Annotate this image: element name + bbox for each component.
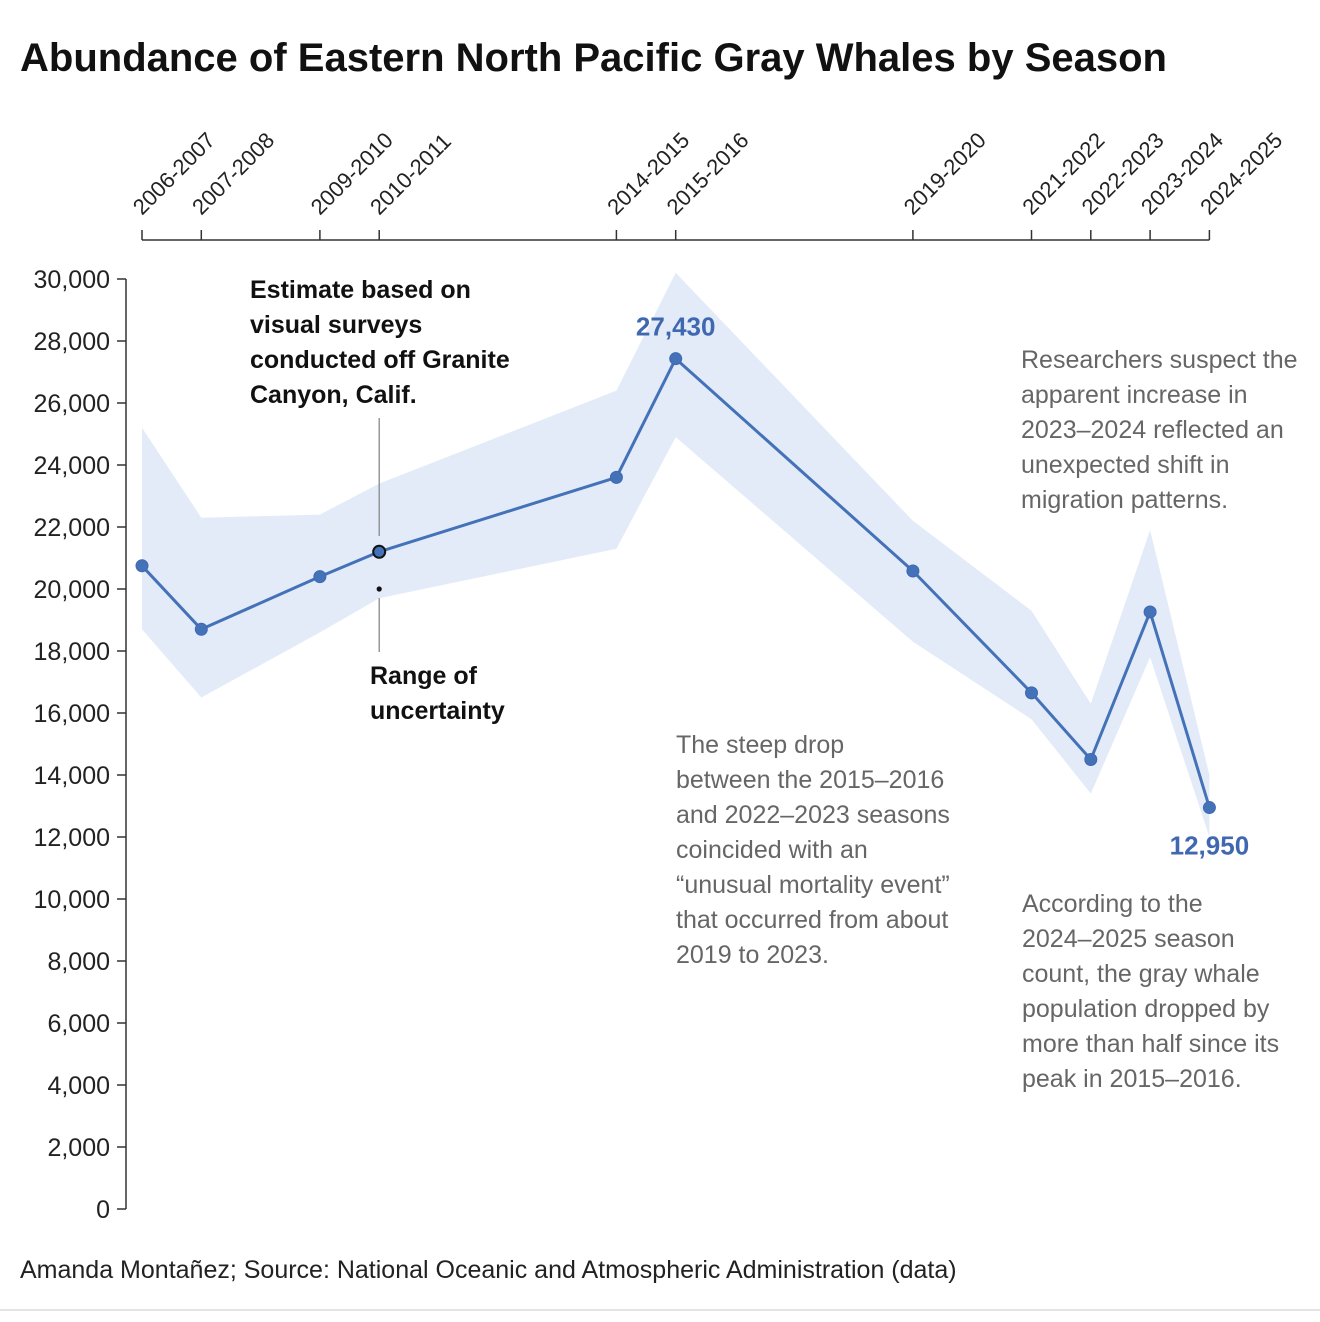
data-labels: 27,430 12,950 [636, 312, 1249, 861]
data-point [669, 352, 683, 366]
y-tick-label: 24,000 [34, 452, 110, 480]
annotation-researchers-suspect: Researchers suspect the apparent increase… [1021, 346, 1298, 514]
y-tick-label: 10,000 [34, 886, 110, 914]
data-point [135, 559, 149, 573]
data-point [1025, 686, 1038, 700]
chart-title: Abundance of Eastern North Pacific Gray … [20, 36, 1167, 80]
y-tick-label: 2,000 [47, 1134, 110, 1162]
y-tick-label: 4,000 [47, 1072, 110, 1100]
y-tick-label: 0 [96, 1196, 110, 1224]
annotation-steep-drop: The steep drop between the 2015–2016 and 2… [676, 731, 950, 969]
y-tick-label: 28,000 [34, 328, 110, 356]
y-tick-label: 16,000 [34, 700, 110, 728]
y-tick-label: 6,000 [47, 1010, 110, 1038]
data-point [1143, 605, 1157, 619]
x-tick-label: 2019-2020 [899, 127, 991, 219]
data-point [1202, 801, 1216, 815]
data-point [194, 622, 208, 636]
data-point [906, 564, 920, 578]
y-tick-label: 26,000 [34, 390, 110, 418]
y-tick-label: 8,000 [47, 948, 110, 976]
series-line-layer [135, 352, 1216, 815]
y-tick-label: 22,000 [34, 514, 110, 542]
uncertainty-band [142, 272, 1210, 837]
y-tick-label: 18,000 [34, 638, 110, 666]
y-tick-label: 14,000 [34, 762, 110, 790]
data-point [609, 470, 623, 484]
uncertainty-band-layer [142, 272, 1210, 837]
annotation-according-to-count: According to the 2024–2025 season count, t… [1022, 890, 1279, 1093]
annotations: Estimate based on visual surveys conducted… [250, 276, 1298, 1093]
source-credit: Amanda Montañez; Source: National Oceani… [20, 1256, 957, 1284]
data-point [313, 570, 327, 584]
y-tick-label: 12,000 [34, 824, 110, 852]
data-point [372, 544, 387, 559]
y-tick-label: 30,000 [34, 266, 110, 294]
annotation-range-of-uncertainty: Range of uncertainty [370, 662, 505, 725]
annotation-estimate: Estimate based on visual surveys conducted… [250, 276, 510, 409]
y-tick-label: 20,000 [34, 576, 110, 604]
range-marker-dot [376, 586, 382, 592]
data-point [1084, 753, 1098, 766]
data-label: 27,430 [636, 312, 716, 342]
data-label: 12,950 [1170, 831, 1250, 861]
